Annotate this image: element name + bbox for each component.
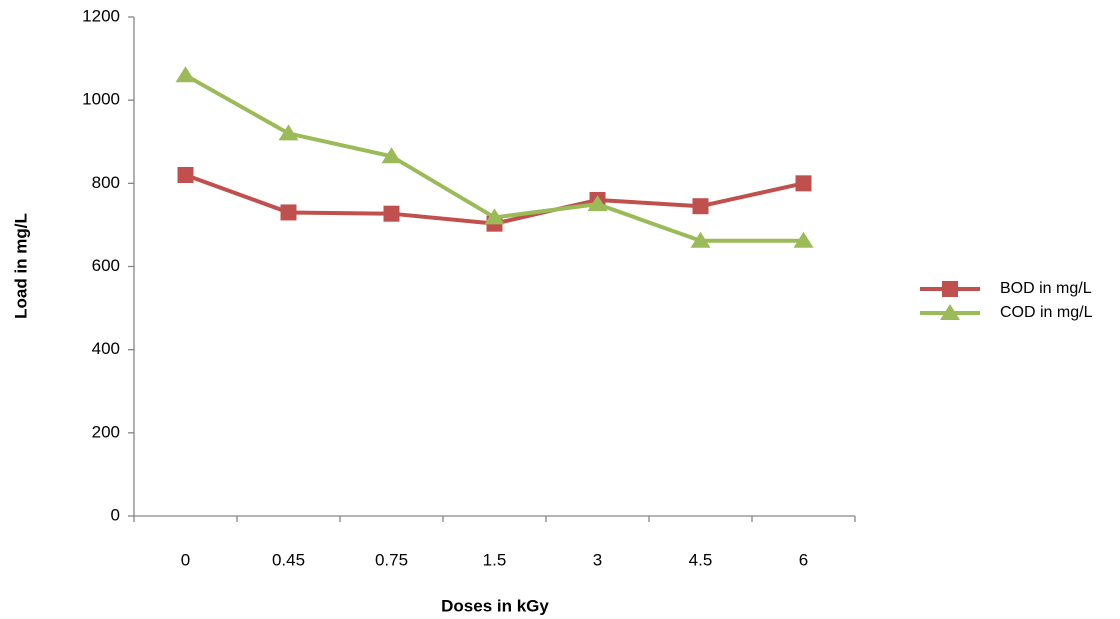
- data-point: [793, 231, 814, 248]
- data-point: [690, 231, 711, 248]
- data-point: [484, 208, 505, 225]
- data-point: [383, 205, 400, 222]
- y-axis-title: Load in mg/L: [11, 213, 30, 319]
- y-tick-label: 1000: [82, 90, 120, 109]
- legend-label: BOD in mg/L: [1000, 280, 1092, 297]
- y-tick-label: 0: [111, 505, 120, 524]
- x-tick-label: 1.5: [483, 550, 507, 569]
- x-tick-label: 4.5: [689, 550, 713, 569]
- legend-marker: [942, 281, 958, 297]
- y-tick-label: 1200: [82, 6, 120, 25]
- y-tick-label: 600: [92, 256, 120, 275]
- legend-marker: [940, 304, 960, 320]
- data-point: [177, 167, 194, 184]
- data-point: [692, 198, 709, 215]
- y-tick-label: 400: [92, 339, 120, 358]
- data-point: [175, 66, 196, 83]
- x-tick-label: 3: [593, 550, 602, 569]
- x-axis-title: Doses in kGy: [441, 596, 549, 615]
- data-point: [280, 204, 297, 221]
- x-tick-label: 0.45: [272, 550, 305, 569]
- data-point: [587, 195, 608, 212]
- x-tick-label: 0: [181, 550, 190, 569]
- x-tick-label: 0.75: [375, 550, 408, 569]
- data-point: [278, 124, 299, 141]
- x-tick-label: 6: [799, 550, 808, 569]
- data-point: [381, 147, 402, 164]
- data-point: [795, 175, 812, 192]
- legend-label: COD in mg/L: [1000, 304, 1093, 321]
- y-tick-label: 200: [92, 422, 120, 441]
- y-tick-label: 800: [92, 173, 120, 192]
